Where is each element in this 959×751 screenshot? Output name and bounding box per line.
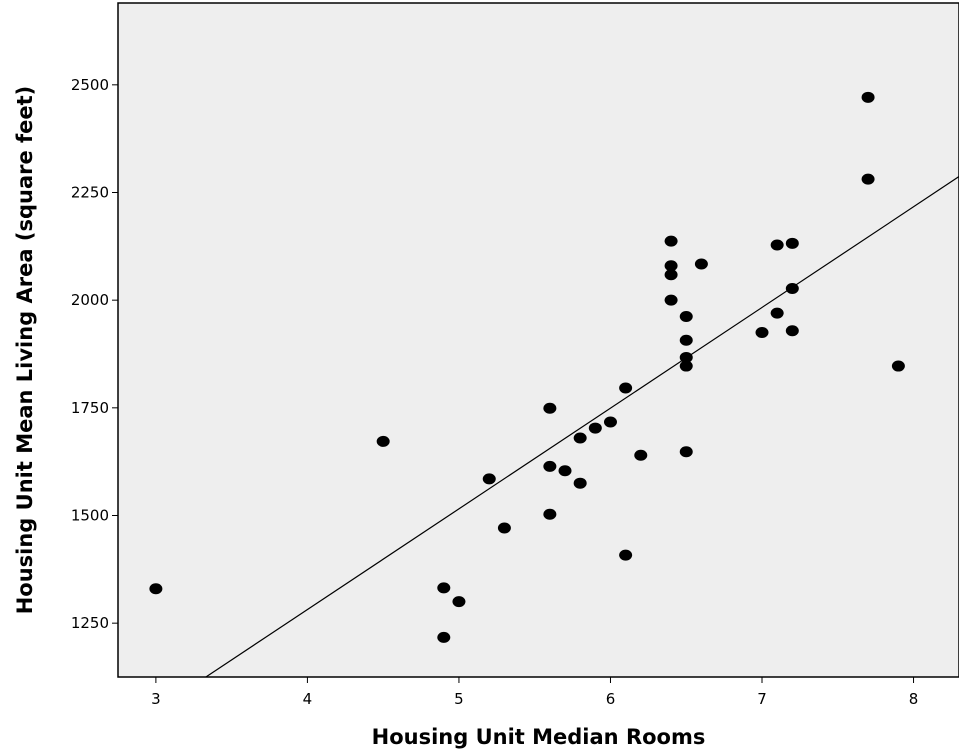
x-tick-label: 3 [151,690,161,708]
regression-line [205,176,959,678]
data-point [679,334,693,346]
data-point [603,416,617,428]
data-point [558,465,572,477]
data-point [543,508,557,520]
data-point [861,173,875,185]
data-point [497,522,511,534]
data-point [664,269,678,281]
data-point [437,631,451,643]
y-tick-label: 1250 [71,614,109,632]
data-point [679,311,693,323]
y-tick-label: 2000 [71,291,109,309]
axis-ticks: 3 4 5 6 7 8 1250 1500 1750 2000 2250 2500 [71,76,919,708]
x-axis-title: Housing Unit Median Rooms [372,725,706,749]
data-point [588,422,602,434]
x-tick-label: 5 [454,690,464,708]
data-point [573,477,587,489]
x-tick-label: 6 [606,690,616,708]
y-tick-label: 1750 [71,399,109,417]
plot-area [117,2,959,678]
data-point [149,583,163,595]
data-point [437,582,451,594]
y-tick-label: 2250 [71,183,109,201]
data-point [664,235,678,247]
x-tick-label: 8 [909,690,919,708]
y-tick-label: 2500 [71,76,109,94]
data-point [543,402,557,414]
data-point [755,326,769,338]
data-point [679,446,693,458]
data-point [634,449,648,461]
data-point [679,351,693,363]
y-axis-title: Housing Unit Mean Living Area (square fe… [13,86,37,615]
data-point [376,435,390,447]
data-point [679,360,693,372]
data-point [770,307,784,319]
fit-line-group [205,176,959,678]
data-point [619,382,633,394]
x-tick-label: 7 [757,690,767,708]
x-tick-label: 4 [303,690,313,708]
data-point [664,294,678,306]
data-points [149,91,905,643]
data-point [785,237,799,249]
y-tick-label: 1500 [71,506,109,524]
data-point [694,258,708,270]
data-point [482,473,496,485]
data-point [785,325,799,337]
data-point [891,360,905,372]
data-point [543,460,557,472]
data-point [861,91,875,103]
data-point [619,549,633,561]
data-point [770,239,784,251]
data-point [573,432,587,444]
data-point [664,260,678,272]
data-point [452,596,466,608]
data-point [785,283,799,295]
